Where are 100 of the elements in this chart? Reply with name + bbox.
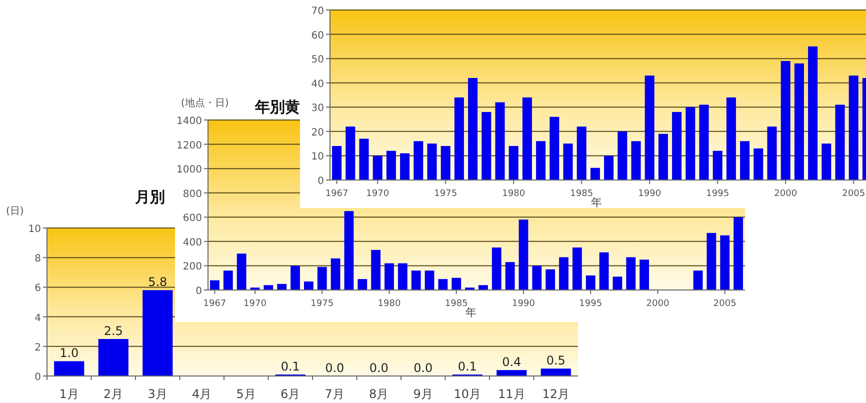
bar (808, 46, 818, 180)
x-tick-label: 10月 (454, 387, 482, 401)
data-label: 1.0 (60, 346, 79, 360)
bar (612, 276, 622, 290)
bar (550, 116, 560, 180)
bar (398, 263, 408, 290)
x-tick-label: 1967 (325, 189, 348, 199)
bar (411, 270, 421, 290)
y-tick-label: 10 (28, 224, 41, 235)
bar (658, 134, 668, 180)
y-tick-label: 30 (311, 103, 324, 114)
bar (780, 61, 790, 180)
x-tick-label: 6月 (280, 387, 300, 401)
bar (452, 278, 462, 290)
bar (427, 144, 437, 180)
x-tick-label: 1975 (310, 299, 334, 309)
x-tick-label: 7月 (324, 387, 344, 401)
bar (496, 370, 527, 376)
bar (344, 211, 354, 290)
x-tick-label: 1985 (570, 189, 594, 199)
data-label: 0.0 (369, 361, 388, 375)
x-tick-label: 11月 (498, 387, 526, 401)
bar (546, 269, 556, 290)
y-tick-label: 8 (34, 254, 41, 265)
y-tick-label: 40 (311, 78, 324, 90)
bar (414, 141, 424, 180)
bar (386, 150, 396, 180)
bar (468, 78, 478, 180)
data-label: 0.5 (546, 354, 566, 368)
bar (359, 138, 369, 180)
bar (734, 217, 743, 290)
chart-title: 年別黄 (254, 98, 300, 116)
bar (726, 97, 736, 180)
bar (492, 248, 502, 290)
bar (822, 144, 832, 180)
bar (686, 107, 696, 180)
x-tick-label: 8月 (369, 387, 389, 401)
bar (563, 144, 573, 180)
bar (400, 153, 410, 180)
bar (505, 262, 515, 290)
y-axis-title: (日) (6, 206, 24, 217)
y-tick-label: 800 (182, 188, 202, 200)
bar (358, 279, 368, 290)
y-tick-label: 600 (182, 213, 202, 224)
bar (438, 279, 448, 290)
y-tick-label: 6 (34, 283, 41, 294)
x-tick-label: 1980 (502, 189, 526, 199)
bar (264, 285, 274, 290)
bar (848, 76, 858, 180)
x-tick-label: 1975 (434, 189, 458, 199)
bar (631, 141, 641, 180)
x-tick-label: 1月 (59, 387, 79, 401)
bar (98, 339, 128, 376)
y-tick-label: 400 (182, 237, 202, 248)
bar (346, 126, 356, 180)
x-tick-label: 1995 (579, 299, 602, 309)
bar (495, 102, 505, 180)
data-label: 0.4 (502, 355, 522, 370)
bar (706, 232, 716, 290)
x-tick-label: 2000 (646, 299, 670, 309)
x-tick-label: 5月 (236, 387, 256, 401)
y-tick-label: 0 (34, 372, 41, 383)
bar (522, 97, 532, 180)
x-tick-label: 2000 (774, 189, 798, 199)
bar (454, 97, 464, 180)
bar (604, 156, 614, 180)
bar (142, 290, 173, 376)
bar (835, 104, 845, 180)
x-tick-label: 1970 (366, 189, 390, 199)
x-tick-label: 4月 (192, 387, 212, 401)
bar (277, 284, 287, 290)
bar (384, 263, 394, 290)
bar (371, 250, 381, 290)
x-tick-label: 1970 (244, 299, 267, 309)
x-tick-label: 2005 (713, 299, 736, 309)
bar (223, 270, 233, 290)
bar (210, 280, 220, 290)
y-tick-label: 50 (311, 54, 324, 66)
bar (440, 146, 450, 180)
data-label: 5.8 (148, 275, 168, 290)
bar (576, 126, 586, 180)
y-tick-label: 2 (34, 342, 41, 354)
bar (290, 266, 300, 290)
bar (644, 76, 654, 180)
bar (586, 275, 596, 290)
data-label: 0.0 (325, 361, 344, 375)
bar (672, 112, 682, 180)
bar (712, 150, 722, 180)
y-tick-label: 200 (182, 262, 202, 273)
y-tick-label: 1400 (176, 116, 202, 127)
x-tick-label: 1980 (378, 299, 401, 309)
x-tick-label: 9月 (413, 387, 433, 401)
bar (767, 126, 777, 180)
y-tick-label: 4 (34, 312, 41, 324)
data-label: 0.0 (414, 361, 433, 375)
bar (478, 285, 488, 290)
bar (740, 141, 750, 180)
y-tick-label: 10 (311, 152, 324, 163)
x-tick-label: 1990 (512, 299, 536, 309)
x-axis-title: 年 (466, 306, 477, 319)
